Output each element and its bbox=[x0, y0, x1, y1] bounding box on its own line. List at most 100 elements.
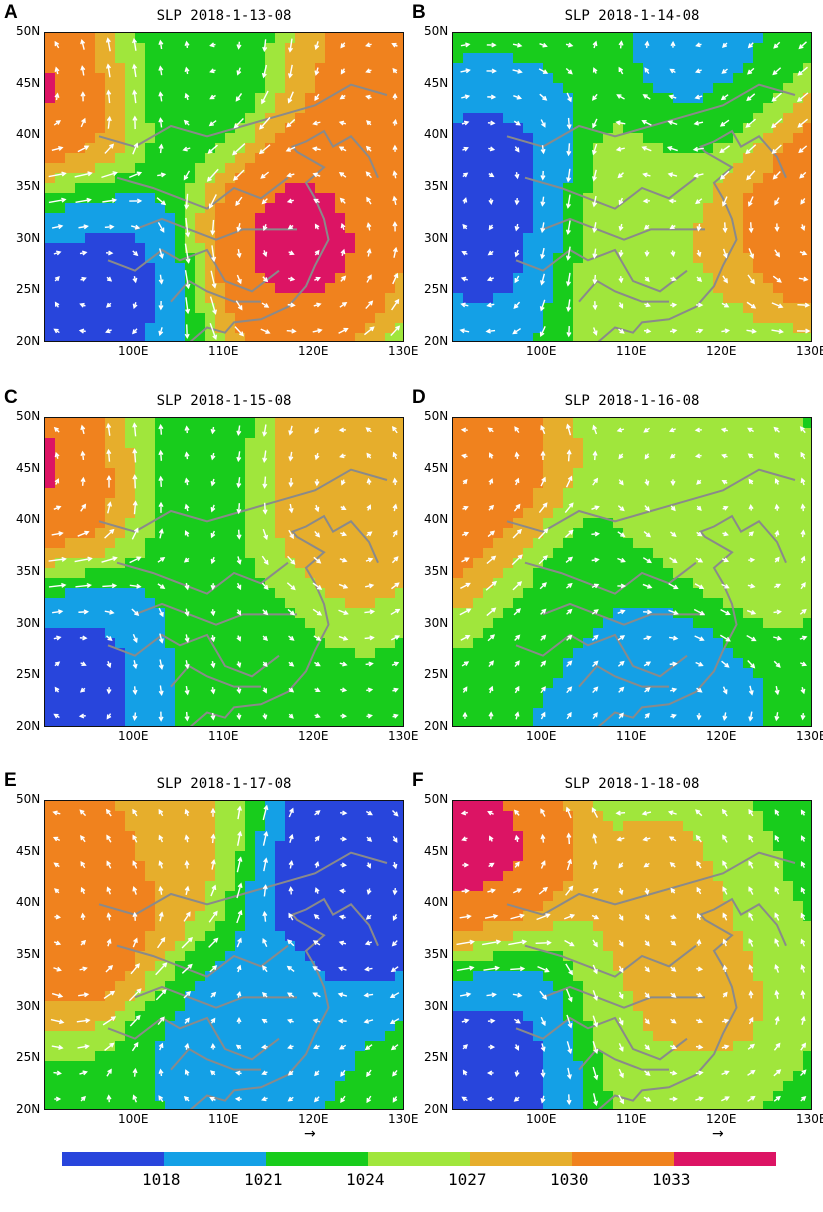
slp-cell bbox=[205, 488, 216, 499]
slp-cell bbox=[493, 488, 504, 499]
slp-cell bbox=[255, 658, 266, 669]
slp-cell bbox=[783, 223, 794, 234]
slp-cell bbox=[773, 428, 784, 439]
slp-cell bbox=[643, 628, 654, 639]
slp-cell bbox=[763, 638, 774, 649]
slp-cell bbox=[255, 273, 266, 284]
slp-cell bbox=[723, 548, 734, 559]
slp-cell bbox=[753, 538, 764, 549]
slp-cell bbox=[195, 518, 206, 529]
slp-cell bbox=[95, 33, 106, 44]
slp-cell bbox=[793, 63, 804, 74]
slp-cell bbox=[463, 163, 474, 174]
slp-cell bbox=[703, 508, 714, 519]
slp-cell bbox=[783, 63, 794, 74]
wind-arrow bbox=[339, 301, 348, 308]
slp-cell bbox=[463, 568, 474, 579]
slp-cell bbox=[185, 83, 196, 94]
wind-arrow bbox=[392, 503, 398, 512]
slp-cell bbox=[115, 203, 126, 214]
slp-cell bbox=[135, 293, 146, 304]
slp-cell bbox=[185, 538, 196, 549]
slp-cell bbox=[315, 83, 326, 94]
slp-cell bbox=[275, 518, 286, 529]
wind-arrow bbox=[106, 89, 112, 104]
wind-arrow bbox=[486, 68, 497, 74]
slp-cell bbox=[663, 688, 674, 699]
slp-cell bbox=[503, 163, 514, 174]
slp-cell bbox=[703, 648, 714, 659]
wind-arrow bbox=[184, 530, 190, 537]
slp-cell bbox=[723, 113, 734, 124]
slp-cell bbox=[493, 63, 504, 74]
slp-cell bbox=[305, 303, 316, 314]
slp-cell bbox=[483, 688, 494, 699]
slp-cell bbox=[365, 718, 376, 726]
slp-cell bbox=[85, 233, 96, 244]
slp-cell bbox=[643, 73, 654, 84]
slp-cell bbox=[793, 658, 804, 669]
slp-cell bbox=[673, 253, 684, 264]
wind-arrow bbox=[747, 42, 754, 49]
slp-cell bbox=[733, 33, 744, 44]
lon-tick-label: 130E bbox=[388, 344, 419, 358]
slp-cell bbox=[285, 193, 296, 204]
slp-cell bbox=[483, 438, 494, 449]
slp-cell bbox=[543, 708, 554, 719]
slp-cell bbox=[673, 528, 684, 539]
slp-cell bbox=[225, 53, 236, 64]
slp-cell bbox=[763, 518, 774, 529]
slp-cell bbox=[493, 698, 504, 709]
slp-cell bbox=[95, 628, 106, 639]
slp-cell bbox=[145, 213, 156, 224]
slp-cell bbox=[175, 323, 186, 334]
wind-arrow bbox=[617, 172, 624, 179]
slp-cell bbox=[225, 488, 236, 499]
wind-arrow bbox=[799, 171, 807, 179]
slp-cell bbox=[305, 153, 316, 164]
slp-cell bbox=[75, 313, 86, 324]
slp-cell bbox=[643, 548, 654, 559]
slp-cell bbox=[693, 73, 704, 84]
slp-cell bbox=[683, 668, 694, 679]
slp-cell bbox=[135, 153, 146, 164]
slp-cell bbox=[513, 303, 524, 314]
slp-cell bbox=[553, 163, 564, 174]
slp-cell bbox=[245, 718, 256, 726]
slp-cell bbox=[355, 93, 366, 104]
slp-cell bbox=[115, 548, 126, 559]
slp-cell bbox=[593, 323, 604, 334]
slp-cell bbox=[365, 558, 376, 569]
slp-cell bbox=[493, 668, 504, 679]
slp-cell bbox=[693, 588, 704, 599]
slp-cell bbox=[175, 708, 186, 719]
slp-cell bbox=[463, 333, 474, 341]
wind-arrow bbox=[366, 687, 374, 693]
slp-cell bbox=[215, 658, 226, 669]
slp-cell bbox=[395, 163, 403, 174]
slp-cell bbox=[593, 253, 604, 264]
slp-cell bbox=[215, 708, 226, 719]
slp-cell bbox=[503, 478, 514, 489]
slp-cell bbox=[255, 83, 266, 94]
slp-cell bbox=[803, 658, 811, 669]
wind-arrow bbox=[158, 528, 164, 539]
slp-cell bbox=[523, 323, 534, 334]
slp-cell bbox=[95, 448, 106, 459]
slp-cell bbox=[793, 488, 804, 499]
slp-cell bbox=[503, 528, 514, 539]
slp-cell bbox=[155, 243, 166, 254]
panel-title: SLP 2018-1-13-08 bbox=[156, 8, 292, 24]
slp-cell bbox=[783, 153, 794, 164]
slp-cell bbox=[345, 718, 356, 726]
wind-arrow bbox=[288, 503, 294, 514]
slp-cell bbox=[395, 213, 403, 224]
wind-arrow bbox=[800, 198, 806, 205]
slp-cell bbox=[453, 173, 464, 184]
slp-cell bbox=[295, 468, 306, 479]
slp-cell bbox=[753, 173, 764, 184]
lat-tick-label: 45N bbox=[424, 75, 449, 90]
slp-cell bbox=[663, 668, 674, 679]
slp-cell bbox=[753, 263, 764, 274]
slp-cell bbox=[165, 578, 176, 589]
